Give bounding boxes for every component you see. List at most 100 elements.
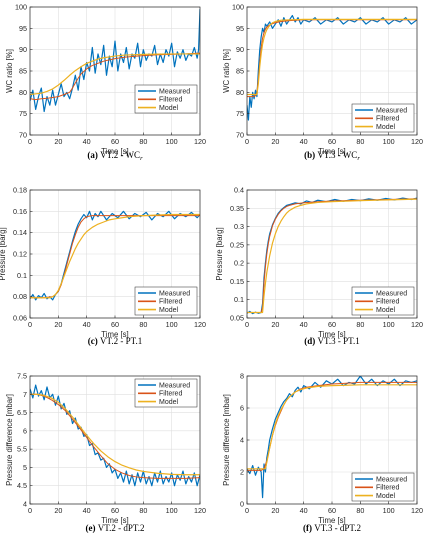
x-tick-label: 100	[383, 506, 395, 515]
y-tick-label: 90	[19, 45, 27, 54]
x-tick-label: 0	[28, 320, 32, 329]
panel-caption: (e) VT.2 - dPT.2	[86, 523, 145, 533]
x-tick-label: 80	[139, 506, 147, 515]
y-tick-label: 0.25	[230, 240, 244, 249]
y-tick-label: 0.16	[13, 207, 27, 216]
y-tick-label: 7	[23, 390, 27, 399]
chart-panel-6: 0 20 40 60 80 100 120 0 2 4 6 8 Time [s] Pressure dif…	[222, 372, 423, 534]
x-axis-label: Time [s]	[101, 330, 128, 339]
y-tick-label: 0.15	[230, 277, 244, 286]
legend-label: Measured	[159, 382, 190, 389]
legend-label: Filtered	[376, 299, 399, 306]
chart-panel-1: 0 20 40 60 80 100 120 70 75 80 85 90 95 100 Time [s] WC…	[5, 3, 206, 163]
caption-label: (c)	[88, 336, 100, 346]
panel-caption: (f) VT.3 - dPT.2	[303, 523, 361, 533]
series-line-model	[30, 393, 200, 476]
y-tick-label: 70	[236, 131, 244, 140]
x-axis-label: Time [s]	[318, 516, 345, 525]
y-tick-label: 0.1	[17, 271, 27, 280]
x-tick-label: 80	[139, 137, 147, 146]
y-tick-label: 4.5	[17, 481, 27, 490]
x-tick-label: 60	[111, 320, 119, 329]
y-tick-label: 75	[19, 109, 27, 118]
series-line-filtered	[247, 198, 417, 314]
legend-label: Measured	[159, 290, 190, 297]
y-axis-label: Pressure difference [mbar]	[5, 394, 14, 486]
y-tick-label: 85	[236, 67, 244, 76]
caption-text: VT.2 - PT.1	[100, 336, 142, 346]
x-tick-label: 120	[194, 137, 206, 146]
y-tick-label: 95	[236, 24, 244, 33]
x-tick-label: 40	[300, 506, 308, 515]
legend-label: Filtered	[159, 97, 182, 104]
y-tick-label: 7.5	[17, 372, 27, 381]
y-tick-label: 8	[240, 372, 244, 381]
y-tick-label: 70	[19, 131, 27, 140]
y-tick-label: 80	[19, 88, 27, 97]
x-tick-label: 80	[139, 320, 147, 329]
x-tick-label: 100	[383, 137, 395, 146]
x-tick-label: 120	[411, 137, 423, 146]
y-tick-label: 0.2	[234, 259, 244, 268]
legend-label: Filtered	[159, 391, 182, 398]
x-tick-label: 20	[271, 320, 279, 329]
panel-caption: (b) VT.3 - WCr	[304, 150, 360, 162]
series-line-model	[247, 384, 417, 470]
y-tick-label: 0	[240, 500, 244, 509]
legend-label: Filtered	[376, 485, 399, 492]
caption-text: VT.3 - dPT.2	[314, 523, 361, 533]
y-tick-label: 0.1	[234, 295, 244, 304]
series-line-model	[30, 53, 200, 96]
series-line-filtered	[30, 393, 200, 479]
x-tick-label: 60	[328, 137, 336, 146]
chart-panel-3: 0 20 40 60 80 100 120 0.06 0.08 0.1 0.12 0.14 0.16 0.…	[0, 186, 206, 347]
caption-label: (b)	[304, 150, 317, 160]
panel-caption: (c) VT.2 - PT.1	[88, 336, 142, 346]
x-tick-label: 40	[83, 506, 91, 515]
x-tick-label: 0	[245, 320, 249, 329]
y-tick-label: 4	[240, 436, 244, 445]
x-tick-label: 100	[166, 320, 178, 329]
panel-caption: (a) VT.2 - WCr	[87, 150, 143, 162]
y-tick-label: 0.3	[234, 222, 244, 231]
y-tick-label: 5	[23, 463, 27, 472]
x-tick-label: 0	[28, 137, 32, 146]
legend-label: Measured	[376, 476, 407, 483]
y-tick-label: 75	[236, 109, 244, 118]
y-tick-label: 0.14	[13, 228, 27, 237]
x-tick-label: 80	[356, 137, 364, 146]
caption-text: VT.3 - PT.1	[318, 336, 360, 346]
x-tick-label: 120	[411, 506, 423, 515]
y-tick-label: 0.08	[13, 292, 27, 301]
x-tick-label: 80	[356, 506, 364, 515]
caption-subscript: r	[357, 155, 360, 162]
y-tick-label: 80	[236, 88, 244, 97]
x-tick-label: 40	[83, 320, 91, 329]
y-tick-label: 95	[19, 24, 27, 33]
chart-panel-2: 0 20 40 60 80 100 120 70 75 80 85 90 95 100 Time [s] WC…	[222, 3, 423, 163]
legend-label: Measured	[159, 88, 190, 95]
x-tick-label: 120	[194, 506, 206, 515]
x-tick-label: 80	[356, 320, 364, 329]
legend-label: Model	[159, 399, 179, 406]
x-tick-label: 20	[54, 506, 62, 515]
y-axis-label: Pressure [barg]	[215, 227, 224, 280]
caption-text: VT.3 - WC	[317, 150, 357, 160]
legend-label: Model	[376, 307, 396, 314]
series-line-model	[247, 18, 417, 96]
y-tick-label: 5.5	[17, 445, 27, 454]
x-tick-label: 120	[194, 320, 206, 329]
x-tick-label: 100	[383, 320, 395, 329]
caption-label: (f)	[303, 523, 314, 533]
x-tick-label: 20	[271, 506, 279, 515]
caption-text: VT.2 - dPT.2	[98, 523, 145, 533]
caption-subscript: r	[140, 155, 143, 162]
y-tick-label: 0.4	[234, 186, 244, 195]
x-tick-label: 0	[245, 506, 249, 515]
caption-label: (e)	[86, 523, 98, 533]
